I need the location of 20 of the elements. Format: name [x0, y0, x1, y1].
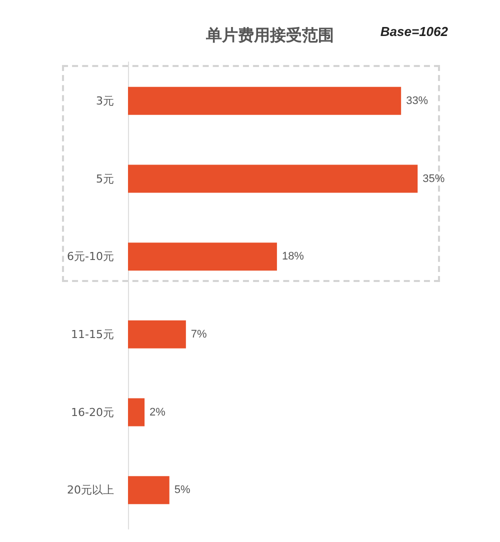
y-tick-label: 20元以上: [67, 484, 114, 497]
y-tick-label: 6元-10元: [67, 250, 114, 264]
data-label: 35%: [422, 172, 445, 185]
bar: [128, 320, 186, 348]
bar: [128, 476, 170, 504]
text: Base=1062: [380, 24, 448, 39]
y-tick-label: 16-20元: [71, 406, 114, 419]
bar: [128, 86, 402, 115]
y-tick-label: 3元: [96, 94, 114, 108]
bar: [128, 242, 277, 271]
data-label: 2%: [150, 406, 166, 418]
data-label: 18%: [282, 250, 304, 263]
chart-title: 单片费用接受范围: [205, 26, 334, 44]
y-tick-label: 11-15元: [71, 328, 114, 341]
data-label: 5%: [174, 484, 190, 496]
bar: [128, 164, 418, 193]
y-tick-label: 5元: [96, 172, 114, 186]
data-label: 7%: [190, 328, 208, 340]
data-label: 33%: [406, 94, 428, 107]
bar: [128, 398, 145, 426]
